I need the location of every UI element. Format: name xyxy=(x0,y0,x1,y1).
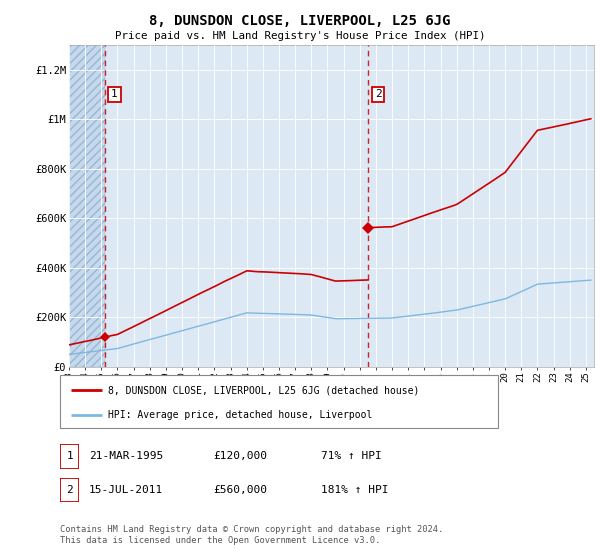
Text: 15-JUL-2011: 15-JUL-2011 xyxy=(89,485,163,495)
Text: 8, DUNSDON CLOSE, LIVERPOOL, L25 6JG: 8, DUNSDON CLOSE, LIVERPOOL, L25 6JG xyxy=(149,14,451,28)
Text: £120,000: £120,000 xyxy=(213,451,267,461)
Text: 8, DUNSDON CLOSE, LIVERPOOL, L25 6JG (detached house): 8, DUNSDON CLOSE, LIVERPOOL, L25 6JG (de… xyxy=(108,385,419,395)
FancyBboxPatch shape xyxy=(60,375,498,428)
Bar xyxy=(69,45,105,367)
Text: 21-MAR-1995: 21-MAR-1995 xyxy=(89,451,163,461)
Text: 1: 1 xyxy=(66,451,73,461)
Text: 1: 1 xyxy=(111,90,118,99)
Text: 71% ↑ HPI: 71% ↑ HPI xyxy=(321,451,382,461)
Bar xyxy=(69,45,105,367)
Text: 181% ↑ HPI: 181% ↑ HPI xyxy=(321,485,389,495)
Text: 2: 2 xyxy=(375,90,382,99)
Text: HPI: Average price, detached house, Liverpool: HPI: Average price, detached house, Live… xyxy=(108,410,373,420)
Text: Price paid vs. HM Land Registry's House Price Index (HPI): Price paid vs. HM Land Registry's House … xyxy=(115,31,485,41)
Text: 2: 2 xyxy=(66,485,73,495)
Text: £560,000: £560,000 xyxy=(213,485,267,495)
Text: Contains HM Land Registry data © Crown copyright and database right 2024.
This d: Contains HM Land Registry data © Crown c… xyxy=(60,525,443,545)
FancyBboxPatch shape xyxy=(60,478,79,502)
FancyBboxPatch shape xyxy=(60,444,79,469)
